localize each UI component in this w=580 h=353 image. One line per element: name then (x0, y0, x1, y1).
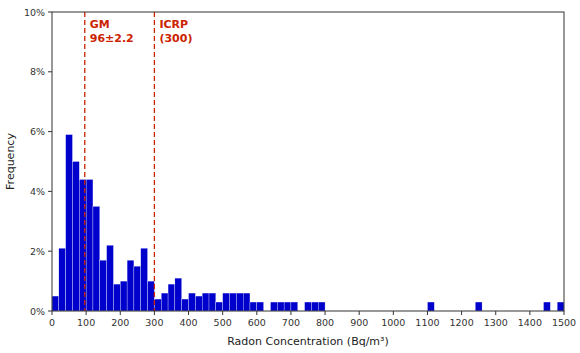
x-tick-label: 1400 (518, 317, 542, 328)
x-tick (529, 311, 530, 315)
bar (72, 162, 79, 312)
bar (202, 293, 209, 311)
bar (557, 302, 564, 311)
bar (100, 260, 107, 311)
bar (182, 299, 189, 311)
plot-frame (52, 12, 564, 311)
bar (59, 248, 66, 311)
bar (168, 284, 175, 311)
bar (154, 299, 161, 311)
bar (229, 293, 236, 311)
bar (223, 293, 230, 311)
bar (52, 296, 59, 311)
x-tick-label: 1300 (484, 317, 508, 328)
x-tick-label: 600 (248, 317, 266, 328)
x-tick-label: 300 (145, 317, 163, 328)
bar (277, 302, 284, 311)
x-tick-label: 700 (282, 317, 300, 328)
bar (243, 293, 250, 311)
y-tick-label: 0% (30, 306, 45, 317)
bar (93, 206, 100, 311)
bars (52, 135, 564, 311)
chart: GM96±2.2 ICRP(300) 0 100 200 300 400 500 600 700 8… (0, 0, 580, 353)
x-tick (427, 311, 428, 315)
x-tick-label: 1100 (415, 317, 439, 328)
annotation-text: ICRP (159, 18, 188, 31)
bar (209, 293, 216, 311)
bar (148, 281, 155, 311)
y-tick-label: 2% (30, 246, 45, 257)
y-axis: 0% 2% 4% 6% 8% 10% (24, 7, 52, 317)
y-tick (48, 12, 52, 13)
bar (141, 248, 148, 311)
annotation-line (154, 12, 155, 311)
x-tick (52, 311, 53, 315)
bar (475, 302, 482, 311)
y-tick (48, 251, 52, 252)
y-tick (48, 131, 52, 132)
y-tick (48, 191, 52, 192)
bar (311, 302, 318, 311)
x-axis: 0 100 200 300 400 500 600 700 800 900 1000 1100 1200… (49, 311, 576, 328)
annotation-text: (300) (159, 32, 192, 45)
y-tick (48, 311, 52, 312)
x-tick-label: 1500 (552, 317, 576, 328)
x-tick (461, 311, 462, 315)
bar (257, 302, 264, 311)
y-tick-label: 4% (30, 186, 45, 197)
x-tick-label: 0 (49, 317, 55, 328)
x-tick (393, 311, 394, 315)
x-tick (564, 311, 565, 315)
x-tick-label: 1000 (381, 317, 405, 328)
bar (189, 293, 196, 311)
bar (195, 296, 202, 311)
x-tick (154, 311, 155, 315)
bar (236, 293, 243, 311)
bar (270, 302, 277, 311)
bar (175, 278, 182, 311)
y-tick (48, 71, 52, 72)
x-tick-label: 500 (214, 317, 232, 328)
annotation-text: 96±2.2 (90, 32, 134, 45)
bar (291, 302, 298, 311)
x-tick-label: 900 (350, 317, 368, 328)
bar (161, 293, 168, 311)
y-axis-label: Frequency (4, 133, 17, 190)
x-tick-label: 100 (77, 317, 95, 328)
bar (318, 302, 325, 311)
bar (134, 266, 141, 311)
x-tick (222, 311, 223, 315)
bar (305, 302, 312, 311)
x-tick (359, 311, 360, 315)
bar (127, 260, 134, 311)
bar (66, 135, 73, 311)
x-tick (188, 311, 189, 315)
annotation-lines (85, 12, 155, 311)
x-tick (256, 311, 257, 315)
x-tick (325, 311, 326, 315)
x-tick-label: 1200 (450, 317, 474, 328)
annotation-line (84, 12, 85, 311)
x-tick-label: 200 (111, 317, 129, 328)
bar (113, 284, 120, 311)
x-tick (86, 311, 87, 315)
x-tick (495, 311, 496, 315)
bar (107, 245, 114, 311)
x-tick (120, 311, 121, 315)
x-axis-label: Radon Concentration (Bq/m³) (227, 335, 389, 348)
y-tick-label: 10% (24, 7, 45, 18)
bar (284, 302, 291, 311)
y-tick-label: 6% (30, 126, 45, 137)
x-tick (290, 311, 291, 315)
bar (544, 302, 551, 311)
bar (427, 302, 434, 311)
x-tick-label: 400 (179, 317, 197, 328)
annotation-text: GM (90, 18, 110, 31)
bar (250, 302, 257, 311)
bar (216, 302, 223, 311)
y-tick-label: 8% (30, 66, 45, 77)
bar (86, 179, 93, 311)
x-tick-label: 800 (316, 317, 334, 328)
bar (120, 281, 127, 311)
